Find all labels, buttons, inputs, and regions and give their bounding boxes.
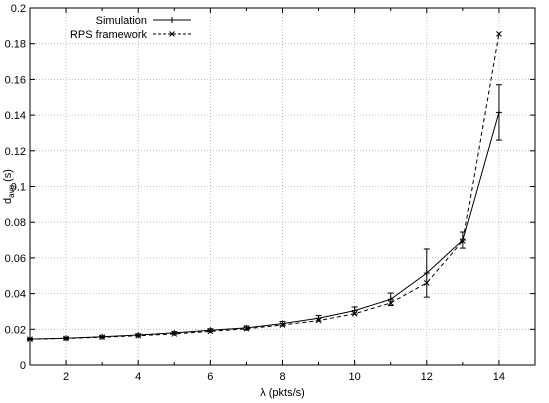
y-tick-label: 0.12 <box>5 146 26 158</box>
legend-label-rps-framework: RPS framework <box>70 29 148 41</box>
point-rps-framework <box>171 331 178 337</box>
legend-marker-simulation <box>169 17 175 23</box>
point-simulation <box>207 327 214 334</box>
series-lines <box>29 33 500 340</box>
x-tick-labels: 2 4 6 8 10 12 14 <box>63 371 505 383</box>
y-tick-label: 0.14 <box>5 110 26 122</box>
point-simulation <box>459 237 466 244</box>
series-line-simulation <box>29 112 500 340</box>
point-simulation <box>387 296 394 303</box>
series-line-rps-framework <box>29 33 500 340</box>
point-rps-framework <box>279 322 286 328</box>
point-rps-framework-b <box>423 280 430 286</box>
point-rps-framework-b <box>171 331 178 337</box>
legend-cross <box>169 31 175 37</box>
point-rps-framework-b <box>460 238 466 244</box>
y-tick-label: 0.2 <box>11 3 26 15</box>
point-rps-framework <box>460 238 466 244</box>
point-rps-framework <box>351 310 358 317</box>
y-tick-label: 0 <box>20 360 26 372</box>
point-rps-framework <box>387 300 394 306</box>
x-tick-label: 2 <box>63 371 69 383</box>
point-rps-framework <box>135 332 142 339</box>
x-axis-title: λ (pkts/s) <box>260 387 305 399</box>
y-axis-title-unit: (s) <box>2 169 14 185</box>
legend-cross-b <box>169 31 175 37</box>
error-bars <box>27 84 502 341</box>
y-tick-label: 0.1 <box>11 182 26 194</box>
point-rps-framework-b <box>315 317 322 324</box>
legend-plus <box>169 17 175 23</box>
y-axis-title-main: d <box>2 198 14 204</box>
y-tick-label: 0.08 <box>5 217 26 229</box>
y-tick-label: 0.18 <box>5 39 26 51</box>
x-tick-label: 10 <box>349 371 361 383</box>
point-rps-framework <box>207 328 214 335</box>
grid-lines <box>30 8 535 365</box>
point-rps-framework <box>423 280 430 286</box>
legend-label-simulation: Simulation <box>96 15 147 27</box>
x-tick-label: 12 <box>421 371 433 383</box>
point-simulation <box>243 324 250 331</box>
y-tick-label: 0.04 <box>5 289 26 301</box>
x-tick-label: 8 <box>279 371 285 383</box>
point-rps-framework-b <box>207 328 214 335</box>
point-rps-framework-b <box>135 332 142 339</box>
x-tick-label: 14 <box>493 371 505 383</box>
point-rps-framework-b <box>99 334 105 341</box>
y-tick-labels: 0 0.02 0.04 0.06 0.08 0.1 0.12 0.14 0.16 0.18 0.2 <box>5 3 26 372</box>
point-rps-framework <box>63 335 69 342</box>
point-rps-framework-b <box>243 325 250 332</box>
x-tick-label: 4 <box>135 371 141 383</box>
point-simulation <box>171 329 178 336</box>
axis-ticks <box>29 7 536 366</box>
point-rps-framework-b <box>351 310 358 317</box>
point-rps-framework-b <box>387 300 394 306</box>
point-rps-framework <box>315 317 322 324</box>
point-simulation <box>135 332 142 339</box>
y-axis-title-sub: avg <box>7 185 16 198</box>
legend-marker-rps-framework <box>169 31 175 37</box>
x-tick-label: 6 <box>207 371 213 383</box>
point-rps-framework <box>243 325 250 332</box>
point-rps-framework <box>496 31 502 37</box>
point-rps-framework-b <box>496 31 502 37</box>
y-tick-label: 0.02 <box>5 324 26 336</box>
y-tick-label: 0.06 <box>5 253 26 265</box>
y-tick-label: 0.16 <box>5 74 26 86</box>
legend: Simulation RPS framework <box>70 15 191 41</box>
point-simulation <box>495 109 502 116</box>
y-axis-title: davg (s) <box>2 169 16 204</box>
point-simulation <box>423 270 430 277</box>
point-rps-framework <box>99 334 105 341</box>
point-rps-framework-b <box>63 335 69 342</box>
point-simulation <box>351 307 358 314</box>
point-rps-framework-b <box>279 322 286 328</box>
